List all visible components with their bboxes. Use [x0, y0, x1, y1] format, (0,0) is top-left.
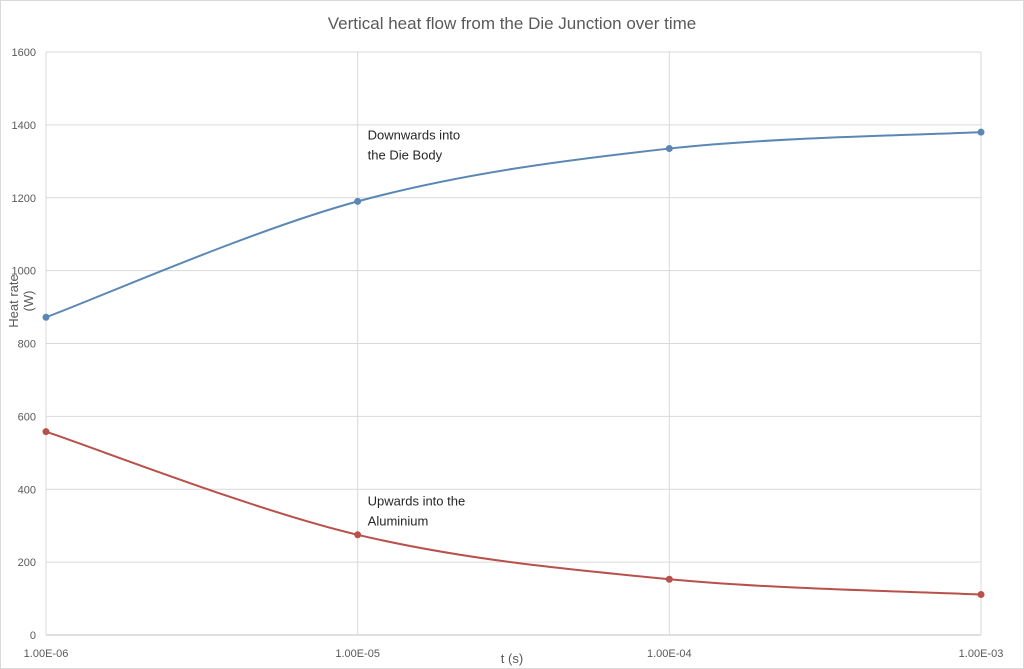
x-tick-label: 1.00E-04	[647, 648, 692, 660]
y-axis-title-line: (W)	[21, 291, 36, 312]
annotation-line: Downwards into	[368, 127, 461, 142]
data-point-1	[42, 313, 50, 321]
annotations: Downwards into the Die Body Upwards into t…	[368, 127, 466, 528]
annotation-line: the Die Body	[368, 147, 443, 162]
annotation-line: Upwards into the	[368, 494, 466, 509]
x-tick-label: 1.00E-05	[335, 648, 380, 660]
data-point-2	[665, 575, 673, 583]
y-axis-ticks: 0 200 400 600 800 1000 1200 1400 1600	[12, 47, 36, 642]
data-point-2	[354, 531, 362, 539]
series-group	[42, 128, 985, 599]
y-tick-label: 1000	[12, 266, 36, 278]
y-axis-title-line: Heat rate	[6, 274, 21, 327]
x-axis-title: t (s)	[501, 651, 523, 666]
y-tick-label: 0	[30, 630, 36, 642]
y-axis-title: Heat rate(W)	[6, 274, 36, 327]
data-point-1	[354, 197, 362, 205]
y-tick-label: 1600	[12, 47, 36, 59]
gridlines	[45, 51, 982, 636]
series-line-1	[45, 131, 982, 319]
chart-title: Vertical heat flow from the Die Junction…	[328, 14, 697, 33]
series-line-2	[45, 430, 982, 596]
data-point-2	[42, 428, 50, 436]
y-tick-label: 200	[18, 557, 36, 569]
y-tick-label: 800	[18, 339, 36, 351]
data-point-1	[665, 145, 673, 153]
y-tick-label: 1200	[12, 193, 36, 205]
x-axis-ticks: 1.00E-06 1.00E-05 1.00E-04 1.00E-03	[24, 648, 1004, 660]
y-tick-label: 1400	[12, 120, 36, 132]
annotation-2: Upwards into the Aluminium	[368, 494, 466, 529]
annotation-line: Aluminium	[368, 514, 429, 529]
y-tick-label: 400	[18, 484, 36, 496]
annotation-1: Downwards into the Die Body	[368, 127, 461, 162]
y-tick-label: 600	[18, 411, 36, 423]
x-tick-label: 1.00E-06	[24, 648, 69, 660]
data-point-1	[977, 128, 985, 136]
data-point-2	[977, 591, 985, 599]
x-tick-label: 1.00E-03	[959, 648, 1004, 660]
